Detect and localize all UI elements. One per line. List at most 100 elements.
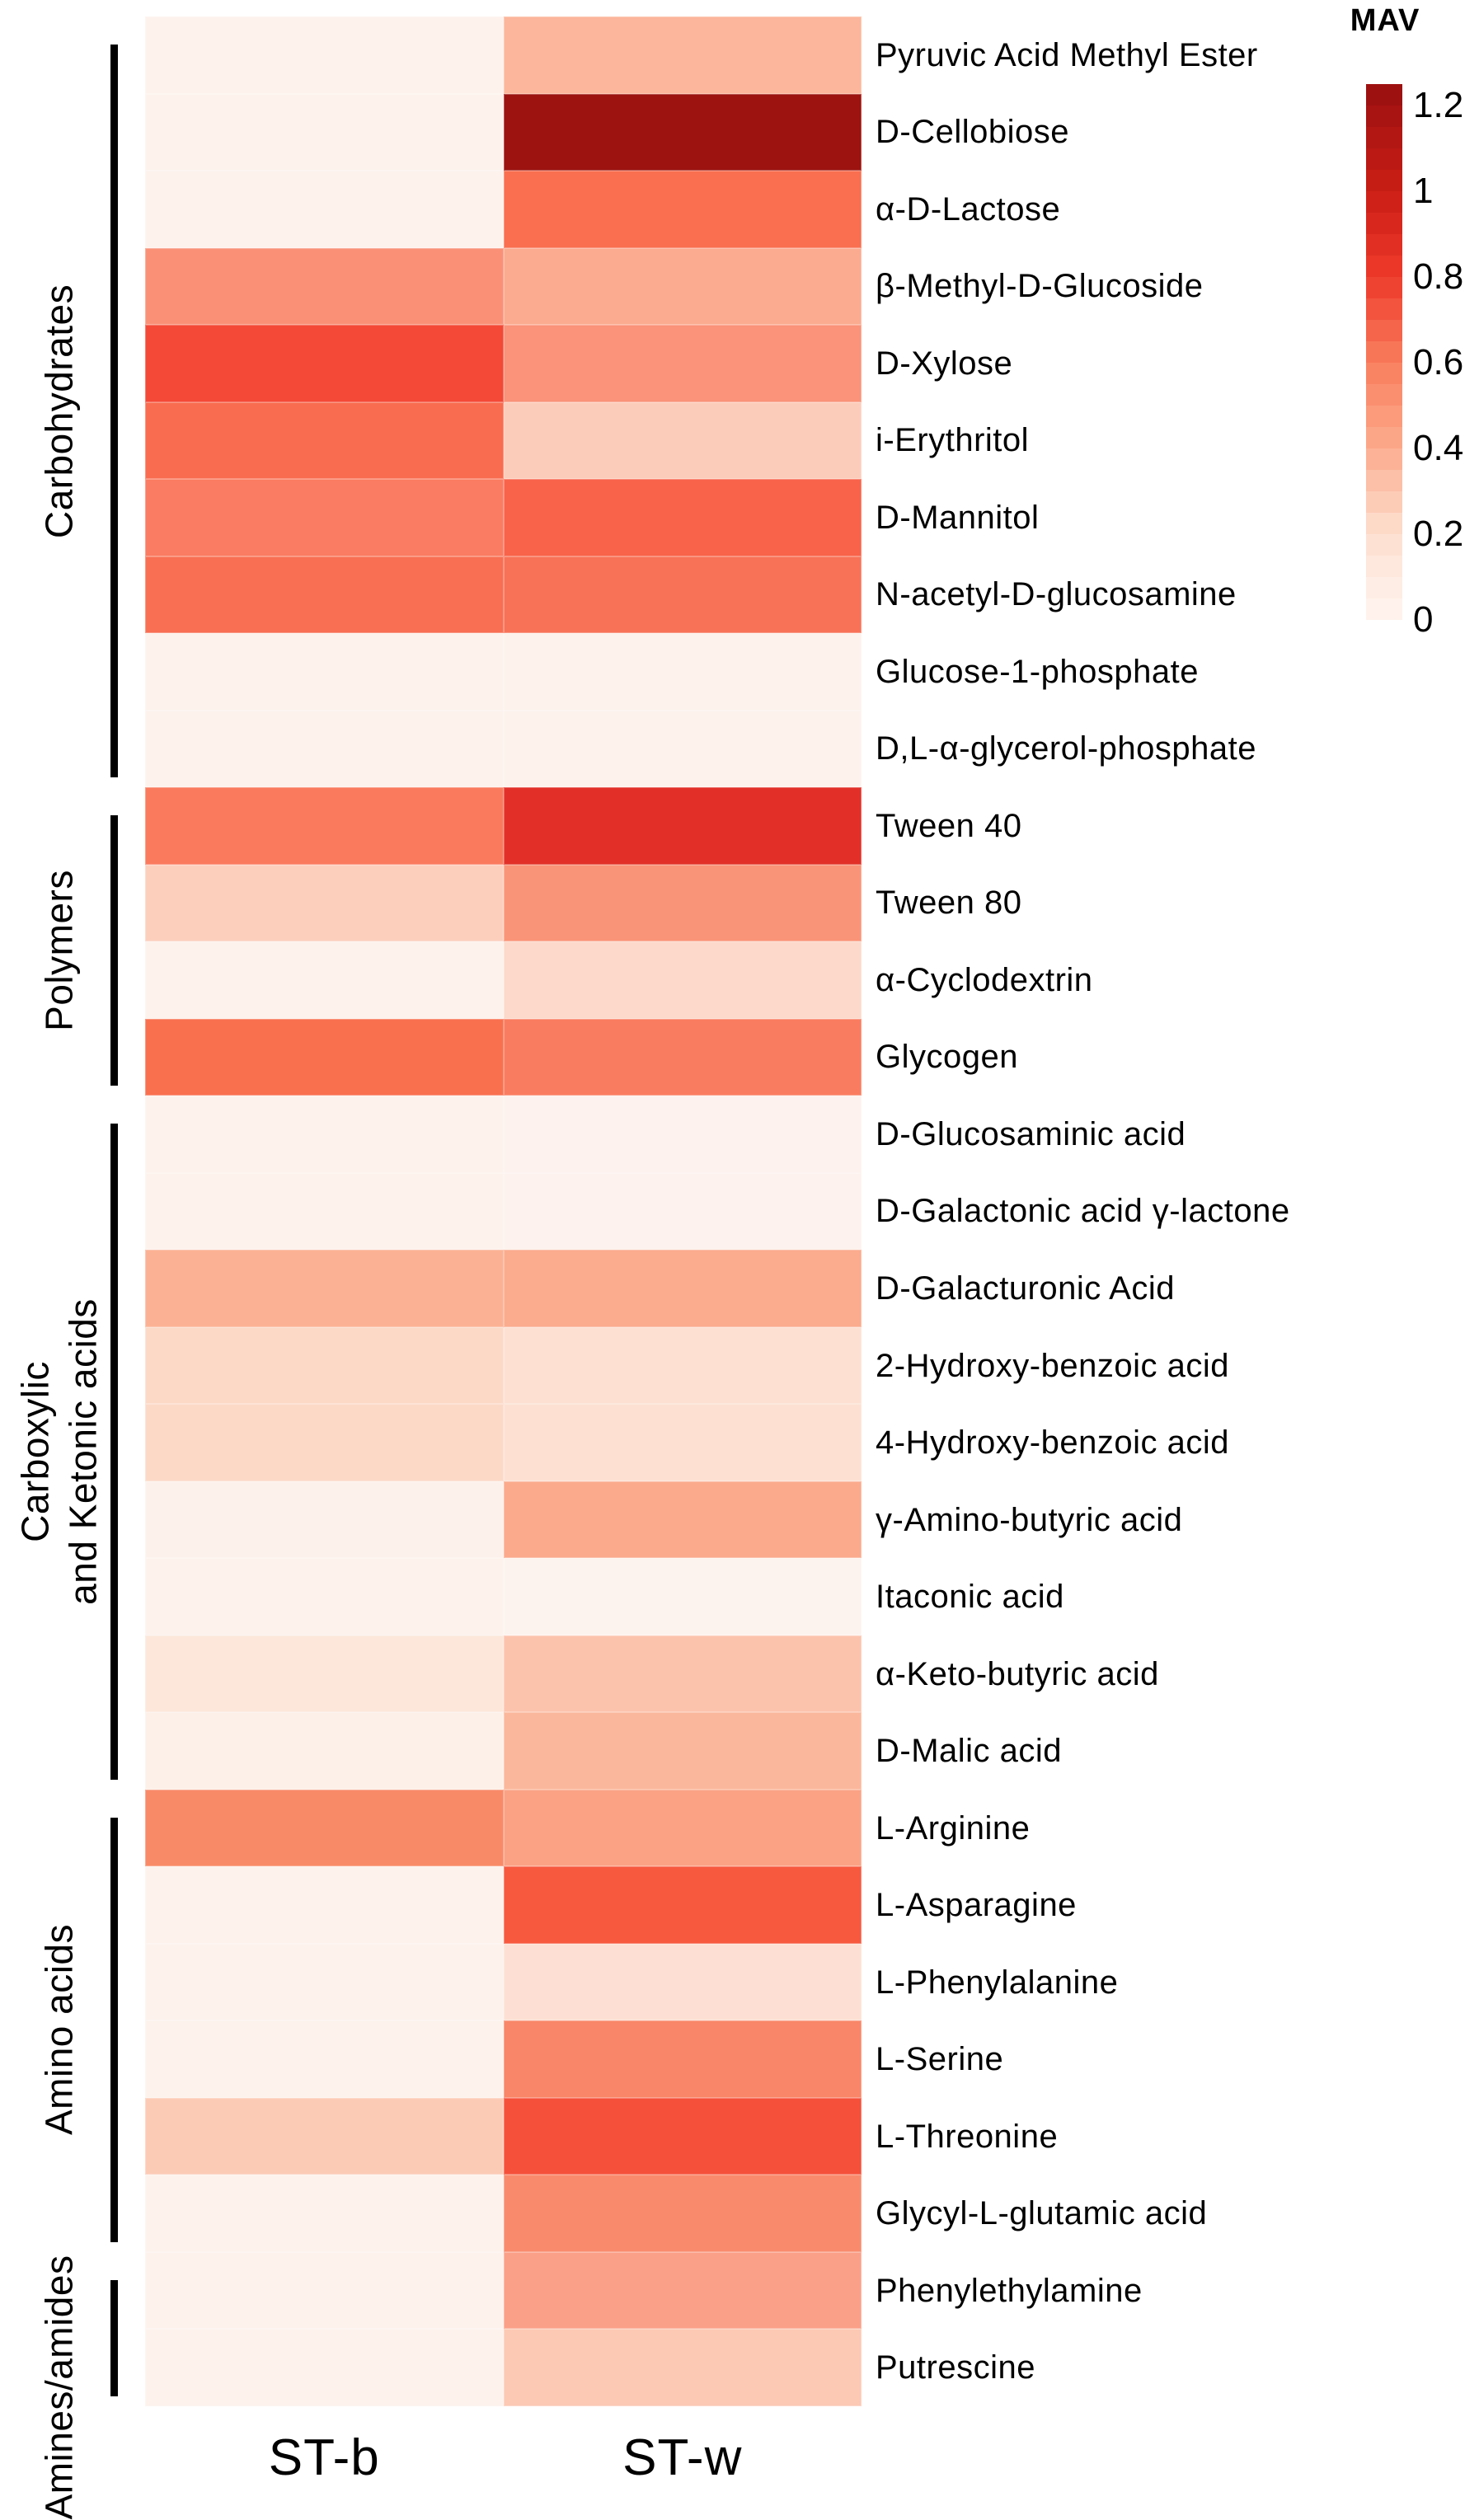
heatmap-cell	[145, 93, 504, 171]
colorbar-step	[1366, 406, 1402, 427]
colorbar-step	[1366, 106, 1402, 127]
group-label: Amines/amides	[37, 2255, 81, 2520]
heatmap-cell	[145, 710, 504, 788]
heatmap-cell	[503, 2251, 862, 2330]
row-label: D-Galacturonic Acid	[876, 1270, 1175, 1307]
colorbar-step	[1366, 513, 1402, 534]
colorbar-step	[1366, 384, 1402, 406]
colorbar-step	[1366, 341, 1402, 363]
heatmap-cell	[503, 401, 862, 480]
legend-tick-label: 0	[1413, 599, 1434, 640]
heatmap-cell	[145, 1712, 504, 1790]
row-label: L-Serine	[876, 2041, 1004, 2078]
legend-title: MAV	[1350, 3, 1420, 38]
heatmap-cell	[503, 556, 862, 634]
row-label: L-Threonine	[876, 2118, 1059, 2155]
row-label: α-D-Lactose	[876, 190, 1061, 228]
heatmap-cell	[503, 1635, 862, 1713]
heatmap-cell	[145, 171, 504, 248]
heatmap-cell	[145, 1096, 504, 1173]
row-label: 2-Hydroxy-benzoic acid	[876, 1347, 1229, 1384]
colorbar-step	[1366, 427, 1402, 448]
group-bar	[110, 815, 118, 1086]
row-label: α-Cyclodextrin	[876, 961, 1093, 998]
heatmap-cell	[503, 787, 862, 865]
heatmap-cell	[145, 1789, 504, 1867]
heatmap-cell	[503, 1558, 862, 1635]
legend-tick-label: 1	[1413, 171, 1434, 211]
heatmap-cell	[503, 941, 862, 1019]
heatmap-cell	[503, 2020, 862, 2098]
colorbar-step	[1366, 470, 1402, 491]
heatmap-cell	[145, 941, 504, 1019]
legend-tick-label: 0.8	[1413, 256, 1464, 297]
heatmap-cell	[145, 2329, 504, 2406]
group-label: Amino acids	[37, 1924, 81, 2136]
group-bar	[110, 1817, 118, 2242]
colorbar-step	[1366, 213, 1402, 234]
row-label: Tween 80	[876, 885, 1022, 922]
heatmap-cell	[145, 2020, 504, 2098]
row-label: Glucose-1-phosphate	[876, 653, 1199, 690]
heatmap-cell	[503, 1326, 862, 1405]
group-bar	[110, 2279, 118, 2396]
row-label: D-Cellobiose	[876, 114, 1069, 151]
colorbar-step	[1366, 320, 1402, 341]
heatmap-cell	[145, 1558, 504, 1635]
row-label: Putrescine	[876, 2349, 1035, 2386]
heatmap-cell	[145, 1250, 504, 1327]
heatmap-cell	[145, 556, 504, 634]
heatmap-cell	[145, 633, 504, 711]
heatmap-cell	[145, 247, 504, 326]
row-label: α-Keto-butyric acid	[876, 1655, 1159, 1692]
row-label: 4-Hydroxy-benzoic acid	[876, 1424, 1229, 1462]
row-label: γ-Amino-butyric acid	[876, 1501, 1183, 1538]
colorbar	[1366, 84, 1402, 620]
heatmap-cell	[145, 1943, 504, 2021]
heatmap-cell	[503, 1712, 862, 1790]
heatmap-cell	[145, 2097, 504, 2175]
heatmap-cell	[503, 1250, 862, 1327]
heatmap-cell	[145, 16, 504, 94]
heatmap-cell	[145, 401, 504, 480]
heatmap-cell	[503, 171, 862, 248]
row-label: Tween 40	[876, 807, 1022, 844]
heatmap-cell	[145, 1018, 504, 1096]
colorbar-step	[1366, 577, 1402, 598]
heatmap-cell	[503, 2329, 862, 2406]
column-label: ST-b	[268, 2428, 380, 2486]
row-label: L-Asparagine	[876, 1887, 1077, 1924]
legend-tick-label: 1.2	[1413, 85, 1464, 125]
heatmap-cell	[503, 1404, 862, 1481]
row-label: L-Phenylalanine	[876, 1964, 1119, 2001]
heatmap-cell	[145, 1866, 504, 1944]
heatmap-cell	[503, 710, 862, 788]
colorbar-step	[1366, 191, 1402, 213]
heatmap-cell	[145, 2251, 504, 2330]
heatmap-cell	[145, 479, 504, 556]
heatmap-cell	[503, 1018, 862, 1096]
group-label: Polymers	[37, 870, 81, 1032]
heatmap-cell	[145, 1481, 504, 1559]
row-label: i-Erythritol	[876, 422, 1030, 459]
column-labels: ST-b ST-w	[145, 2420, 862, 2494]
row-label: D,L-α-glycerol-phosphate	[876, 730, 1256, 767]
colorbar-step	[1366, 298, 1402, 320]
heatmap-cell	[503, 1943, 862, 2021]
legend-tick-label: 0.4	[1413, 428, 1464, 468]
heatmap-cell	[503, 325, 862, 402]
colorbar-step	[1366, 363, 1402, 384]
colorbar-step	[1366, 491, 1402, 513]
colorbar-step	[1366, 127, 1402, 148]
legend-tick-label: 0.6	[1413, 342, 1464, 382]
colorbar-step	[1366, 170, 1402, 191]
heatmap-cell	[503, 1096, 862, 1173]
colorbar-step	[1366, 256, 1402, 277]
heatmap-cell	[503, 633, 862, 711]
heatmap-cell	[503, 247, 862, 326]
row-label: D-Galactonic acid γ-lactone	[876, 1193, 1290, 1230]
column-label: ST-w	[622, 2428, 743, 2486]
heatmap-cell	[503, 2097, 862, 2175]
colorbar-step	[1366, 534, 1402, 556]
